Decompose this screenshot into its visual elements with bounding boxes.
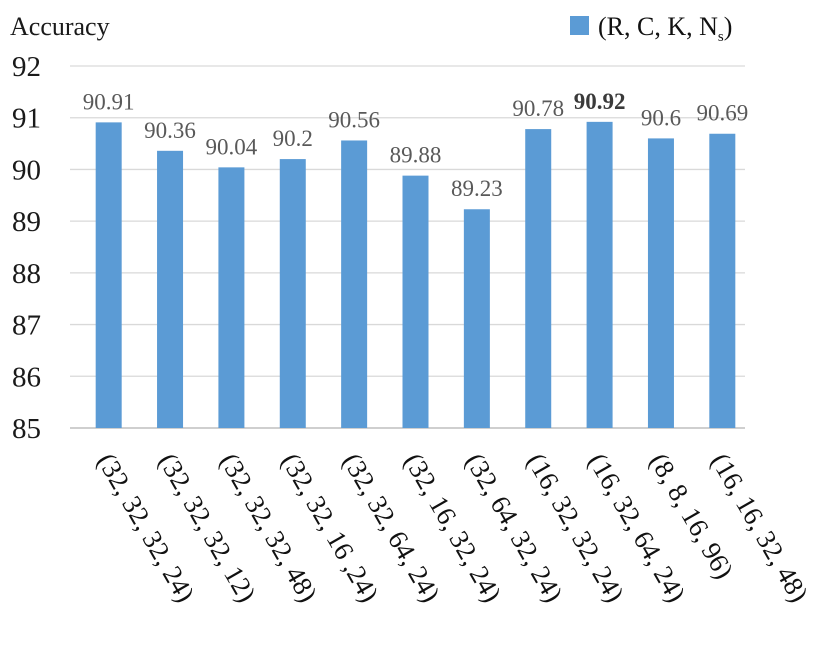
y-tick-label: 86 bbox=[12, 361, 41, 393]
data-label: 90.2 bbox=[273, 126, 313, 151]
legend-label-close: ) bbox=[724, 12, 733, 41]
legend-label-subscript: s bbox=[718, 29, 724, 45]
bar bbox=[709, 133, 736, 428]
data-label: 90.92 bbox=[574, 89, 626, 114]
bar bbox=[647, 138, 674, 428]
bar bbox=[95, 122, 122, 429]
legend-label: (R, C, K, Ns) bbox=[598, 12, 732, 45]
y-tick-label: 87 bbox=[12, 310, 41, 342]
bars bbox=[95, 121, 736, 429]
y-tick-label: 85 bbox=[12, 413, 41, 445]
bar bbox=[279, 159, 306, 429]
x-tick-label: (16, 16, 32, 48) bbox=[705, 448, 814, 607]
legend-swatch bbox=[570, 16, 589, 35]
y-tick-label: 91 bbox=[12, 103, 41, 135]
data-label: 90.36 bbox=[144, 118, 196, 143]
data-label: 90.04 bbox=[206, 134, 258, 159]
data-labels: 90.91 90.36 90.04 90.2 90.56 89.88 89.23 90.78 9… bbox=[83, 89, 748, 201]
bar bbox=[525, 129, 552, 428]
data-label: 90.69 bbox=[696, 101, 748, 126]
y-axis-ticks: 85 86 87 88 89 90 91 92 bbox=[12, 51, 41, 445]
bar bbox=[218, 167, 245, 429]
bar bbox=[402, 175, 429, 428]
legend: (R, C, K, Ns) bbox=[570, 12, 732, 45]
bar bbox=[341, 140, 368, 428]
data-label: 90.56 bbox=[328, 107, 380, 132]
y-tick-label: 89 bbox=[12, 206, 41, 238]
bar bbox=[463, 209, 490, 428]
y-tick-label: 90 bbox=[12, 154, 41, 186]
bar bbox=[586, 121, 613, 428]
data-label: 90.6 bbox=[641, 105, 681, 130]
data-label: 90.78 bbox=[512, 96, 564, 121]
y-tick-label: 92 bbox=[12, 51, 41, 83]
y-tick-label: 88 bbox=[12, 258, 41, 290]
data-label: 89.88 bbox=[390, 143, 442, 168]
x-axis-ticks: (32, 32, 32, 24)(32, 32, 32, 12)(32, 32,… bbox=[91, 448, 814, 607]
data-label: 89.23 bbox=[451, 176, 503, 201]
y-axis-title: Accuracy bbox=[10, 12, 110, 41]
data-label: 90.91 bbox=[83, 89, 135, 114]
legend-label-main: (R, C, K, N bbox=[598, 12, 718, 41]
bar bbox=[157, 150, 184, 428]
